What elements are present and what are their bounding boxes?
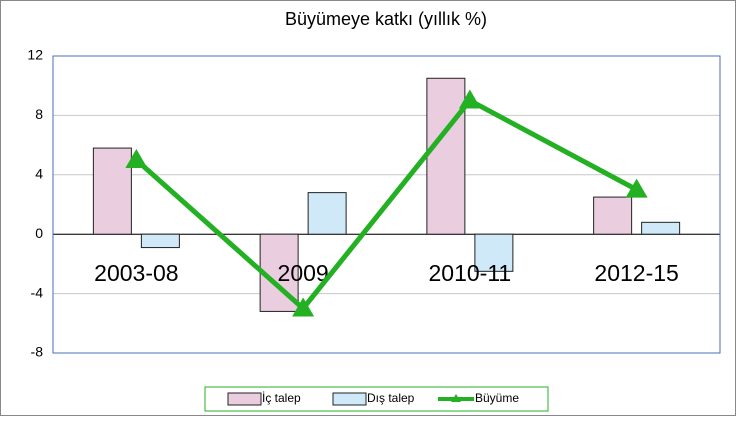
legend-swatch	[332, 392, 367, 406]
legend-label: Dış talep	[367, 391, 415, 405]
x-tick-label: 2012-15	[594, 260, 678, 286]
x-tick-label: 2009	[278, 260, 329, 286]
y-tick-label: -8	[31, 344, 44, 360]
line	[134, 97, 638, 313]
bar	[140, 233, 180, 249]
y-tick-label: -4	[31, 284, 44, 300]
plot-border	[52, 55, 721, 354]
chart-title: Büyümeye katkı (yıllık %)	[285, 9, 487, 29]
legend-label: Büyüme	[475, 391, 519, 405]
legend-swatch	[227, 392, 262, 406]
x-tick-label: 2003-08	[94, 260, 178, 286]
x-tick-label: 2010-11	[429, 260, 512, 286]
marker	[125, 148, 148, 168]
y-tick-label: 8	[35, 106, 43, 122]
marker	[625, 178, 648, 198]
legend-box	[204, 386, 549, 412]
y-tick-label: 4	[35, 166, 43, 182]
y-tick-label: 0	[35, 225, 43, 241]
legend-marker	[451, 394, 461, 402]
y-tick-label: 12	[27, 47, 43, 63]
bar	[92, 147, 132, 235]
bar	[641, 221, 681, 235]
bar	[474, 233, 514, 272]
marker	[458, 89, 481, 109]
legend-label: İç talep	[262, 391, 301, 405]
bar	[593, 196, 633, 235]
bar	[426, 77, 466, 235]
marker	[292, 297, 315, 317]
bar	[307, 192, 347, 235]
